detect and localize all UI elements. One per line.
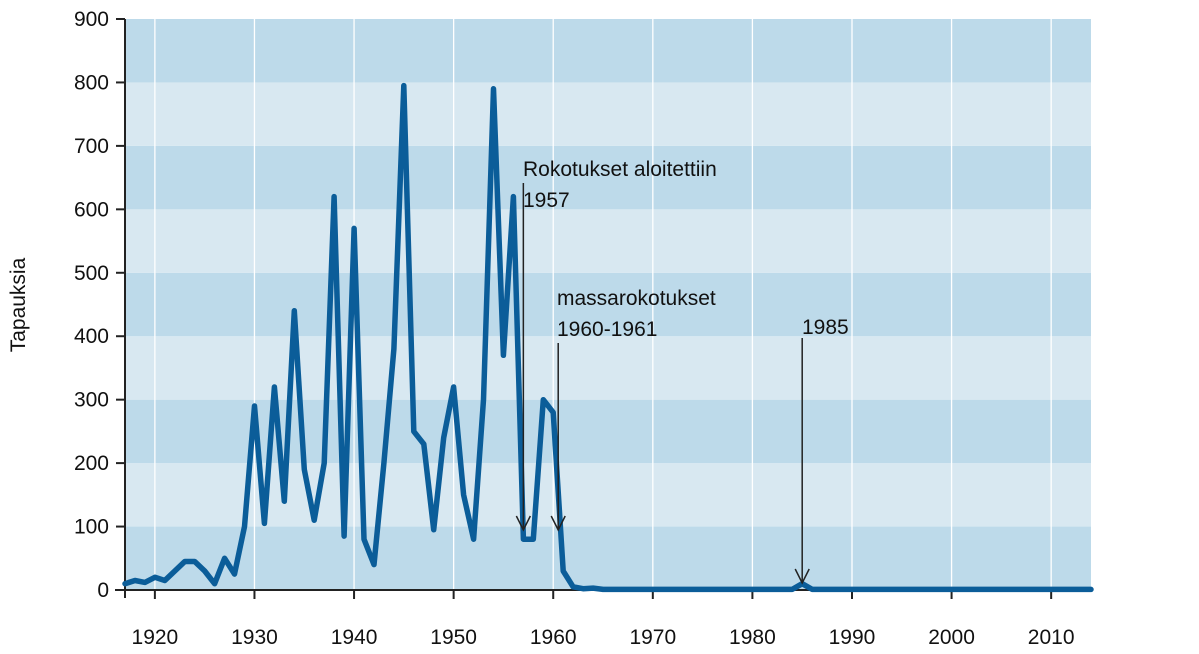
annotation: Rokotukset aloitettiin 1957	[515, 158, 717, 532]
annotation-text: massarokotukset	[557, 287, 716, 310]
y-tick-label: 900	[74, 8, 109, 31]
annotation-arrow-head	[515, 515, 532, 532]
y-tick-label: 0	[97, 579, 109, 602]
x-tick-label: 1920	[132, 626, 179, 649]
x-tick-label: 1960	[530, 626, 577, 649]
y-tick-label: 400	[74, 325, 109, 348]
x-tick-label: 1930	[231, 626, 278, 649]
background-bands	[125, 19, 1091, 590]
annotation-arrow-head	[794, 568, 810, 585]
y-tick-label: 600	[74, 198, 109, 221]
annotation-arrow-head	[550, 515, 566, 532]
background-band	[125, 19, 1091, 83]
series-line	[122, 82, 1094, 593]
background-band	[125, 336, 1091, 400]
y-axis-title: Tapauksia	[7, 257, 30, 352]
x-tick-label: 1940	[331, 626, 378, 649]
x-tick-label: 2000	[928, 626, 975, 649]
y-tick-label: 200	[74, 452, 109, 475]
y-tick-label: 800	[74, 71, 109, 94]
annotation: massarokotukset 1960-1961	[550, 287, 716, 532]
annotation-text: Rokotukset aloitettiin	[523, 158, 717, 181]
x-tick-label: 1990	[829, 626, 876, 649]
background-band	[125, 526, 1091, 590]
y-tick-label: 500	[74, 262, 109, 285]
background-band	[125, 272, 1091, 337]
y-tick-label: 100	[74, 516, 109, 539]
annotation-text: 1960-1961	[557, 318, 657, 341]
y-tick-label: 700	[74, 135, 109, 158]
background-band	[125, 82, 1091, 146]
annotation-text: 1957	[523, 189, 570, 212]
x-tick-label: 1950	[430, 626, 477, 649]
annotations: Rokotukset aloitettiin 1957 massarokotukse…	[515, 158, 849, 585]
annotation: 1985	[794, 316, 849, 585]
series-group	[122, 82, 1094, 593]
annotation-text: 1985	[802, 316, 849, 339]
y-ticks: 0 100 200 300 400 500 600 700 800 900	[74, 8, 125, 602]
background-band	[125, 145, 1091, 210]
x-tick-label: 2010	[1028, 626, 1075, 649]
y-tick-label: 300	[74, 389, 109, 412]
x-tick-label: 1970	[629, 626, 676, 649]
x-ticks: 1920 1930 1940 1950 1960 1970 1980 1990 2000 2010	[132, 590, 1075, 649]
background-band	[125, 209, 1091, 273]
x-tick-label: 1980	[729, 626, 776, 649]
